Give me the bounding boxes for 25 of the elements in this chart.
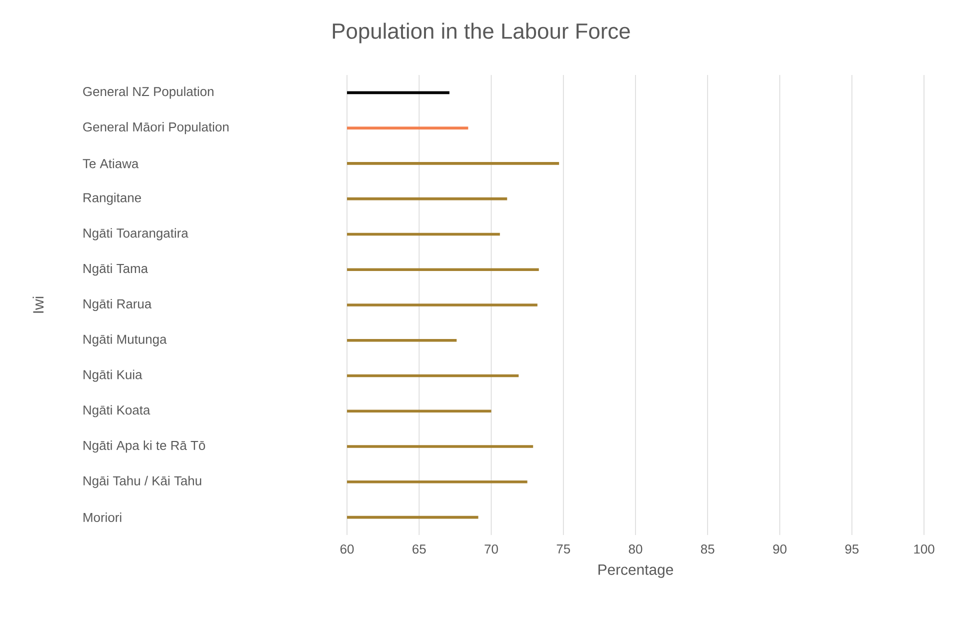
x-tick-label: 80 xyxy=(628,544,642,554)
chart-title: Population in the Labour Force xyxy=(332,22,630,44)
y-tick-label: Ngāti Tama xyxy=(84,264,148,276)
x-tick-label: 60 xyxy=(340,544,354,554)
x-tick-label: 95 xyxy=(845,544,859,554)
y-tick-label: Ngāi Tahu / Kāi Tahu xyxy=(84,476,202,488)
x-tick-label: 85 xyxy=(700,544,714,554)
y-axis-title: Iwi xyxy=(32,296,44,313)
x-tick-label: 90 xyxy=(773,544,786,554)
y-tick-label: Rangitane xyxy=(84,192,141,205)
x-tick-label: 70 xyxy=(484,544,498,554)
x-tick-label: 75 xyxy=(556,544,570,554)
y-tick-label: General Māori Population xyxy=(83,122,229,134)
x-axis-title: Percentage xyxy=(598,564,674,578)
x-tick-label: 100 xyxy=(914,544,934,554)
y-tick-label: Ngāti Koata xyxy=(84,405,150,418)
x-tick-label: 65 xyxy=(412,544,426,554)
y-tick-label: General NZ Population xyxy=(83,86,214,99)
y-tick-label: Ngāti Rarua xyxy=(84,298,152,312)
y-tick-label: Moriori xyxy=(84,512,122,522)
y-tick-label: Ngāti Mutunga xyxy=(84,334,167,346)
y-tick-label: Ngāti Apa ki te Rā Tō xyxy=(84,440,206,453)
y-tick-label: Ngāti Kuia xyxy=(84,370,142,382)
y-tick-label: Ngāti Toarangatira xyxy=(84,228,188,240)
y-tick-label: Te Atiawa xyxy=(82,158,139,168)
